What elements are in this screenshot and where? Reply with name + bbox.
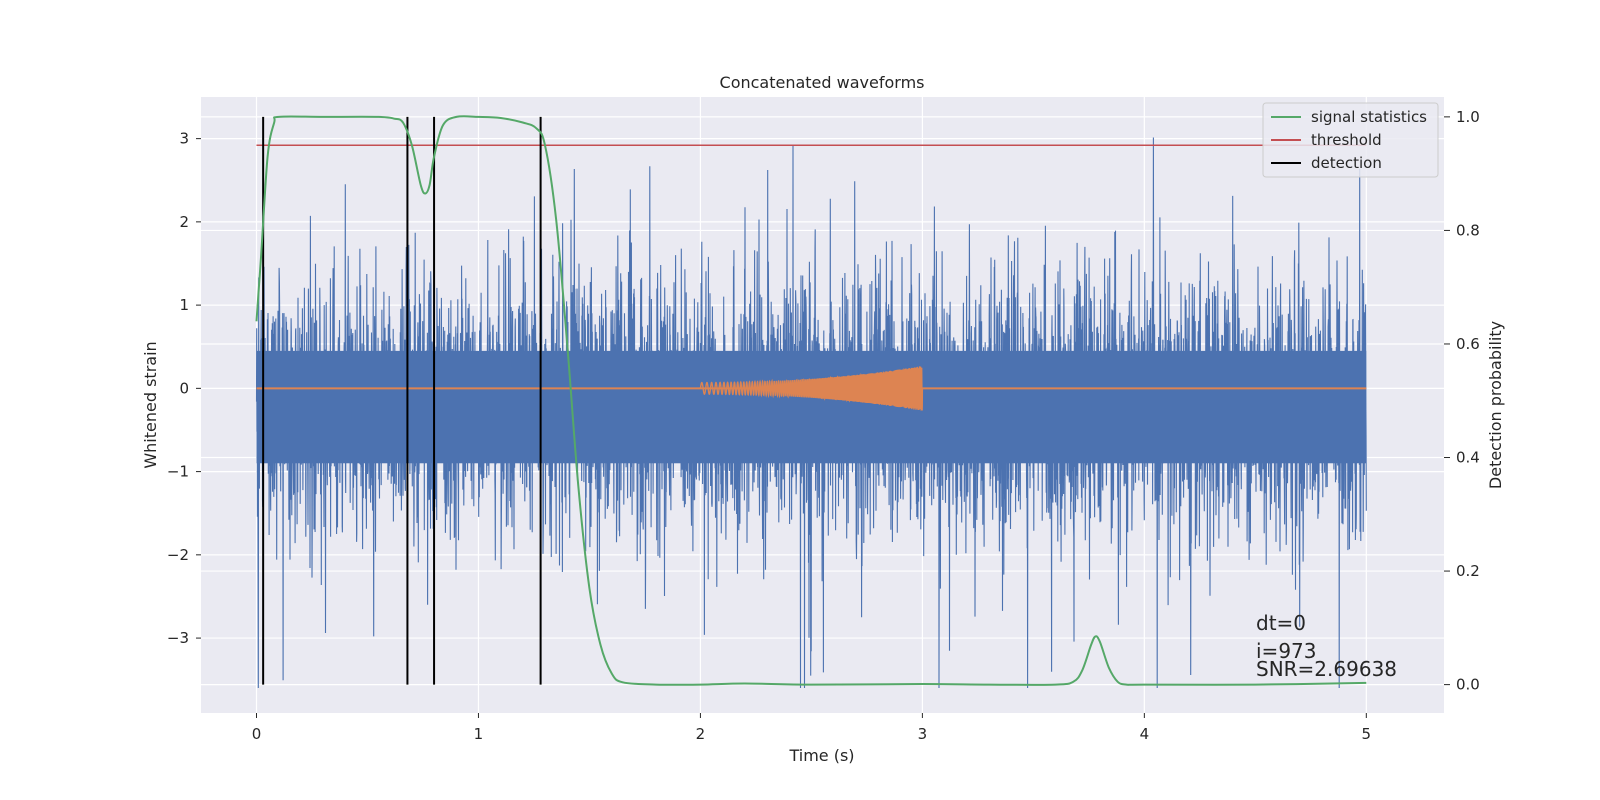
y2-tick-label: 1.0 (1456, 108, 1480, 126)
y-tick-label: 0 (179, 379, 189, 397)
injection-chirp (699, 366, 924, 411)
y2-axis-ticks: 0.0 0.2 0.4 0.6 0.8 1.0 (1444, 108, 1480, 694)
y-tick-label: −3 (167, 629, 189, 647)
y2-axis-label: Detection probability (1486, 321, 1505, 489)
x-tick-label: 0 (252, 725, 262, 743)
y-tick-label: 2 (179, 213, 189, 231)
legend-label-detection: detection (1311, 154, 1382, 172)
y-tick-label: 1 (179, 296, 189, 314)
y-axis-ticks: −3 −2 −1 0 1 2 3 (167, 130, 201, 647)
y2-tick-label: 0.4 (1456, 449, 1480, 467)
x-tick-label: 3 (918, 725, 928, 743)
legend-label-signal-statistics: signal statistics (1311, 108, 1427, 126)
x-tick-label: 1 (474, 725, 484, 743)
y-axis-label: Whitened strain (141, 341, 160, 468)
annotation-index: i=973 (1256, 639, 1317, 663)
legend-box (1262, 102, 1439, 178)
y2-tick-label: 0.8 (1456, 221, 1480, 239)
y-tick-label: −1 (167, 463, 189, 481)
strain-series (255, 137, 1367, 689)
legend: signal statistics threshold detection (1262, 102, 1439, 178)
annotation-snr: SNR=2.69638 (1256, 657, 1397, 681)
x-axis-ticks: 0 1 2 3 4 5 (252, 713, 1371, 743)
signal-statistics-series (255, 115, 1367, 686)
x-tick-label: 4 (1140, 725, 1150, 743)
legend-label-threshold: threshold (1311, 131, 1382, 149)
x-axis-label: Time (s) (788, 746, 854, 765)
annotation-dt: dt=0 (1256, 611, 1306, 635)
x-tick-label: 5 (1362, 725, 1372, 743)
y2-tick-label: 0.0 (1456, 676, 1480, 694)
y-tick-label: −2 (167, 546, 189, 564)
injection-series (256, 366, 1367, 411)
signal-statistics-line (255, 115, 1367, 686)
strain-dense-band (256, 350, 1367, 464)
y-tick-label: 3 (179, 130, 189, 148)
y2-tick-label: 0.6 (1456, 335, 1480, 353)
y2-tick-label: 0.2 (1456, 562, 1480, 580)
chart-title: Concatenated waveforms (720, 73, 925, 92)
detection-series (262, 116, 542, 685)
x-tick-label: 2 (696, 725, 706, 743)
